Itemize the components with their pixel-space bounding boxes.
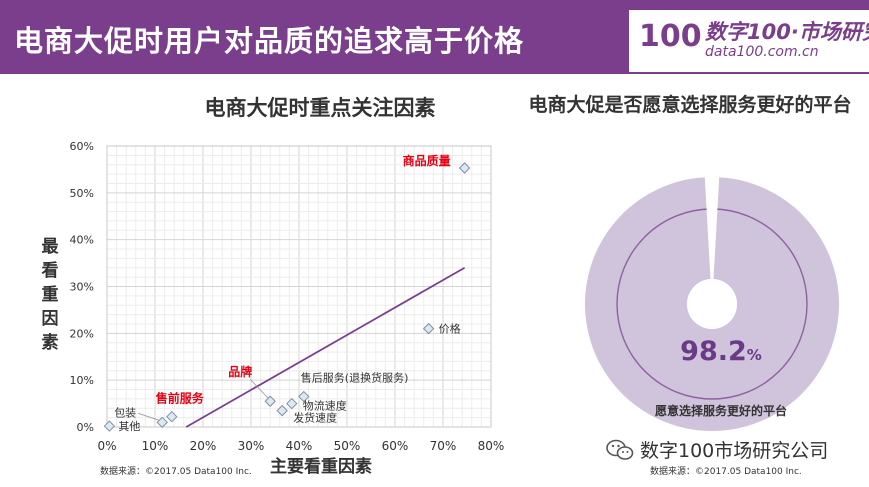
scatter-x-axis-label: 主要看重因素 bbox=[270, 457, 372, 477]
wechat-icon bbox=[606, 439, 634, 460]
scatter-point bbox=[166, 410, 178, 423]
donut-source-note: 数据来源：©2017.05 Data100 Inc. bbox=[650, 467, 802, 477]
donut-slice-label: 愿意选择服务更好的平台 bbox=[654, 404, 787, 418]
y-tick-label: 60% bbox=[70, 140, 94, 153]
scatter-chart-title: 电商大促时重点关注因素 bbox=[204, 96, 436, 120]
y-tick-label: 30% bbox=[70, 281, 94, 294]
donut-chart-title: 电商大促是否愿意选择服务更好的平台 bbox=[528, 94, 852, 116]
point-label: 物流速度 bbox=[303, 399, 347, 413]
x-tick-label: 60% bbox=[382, 439, 409, 453]
point-label: 价格 bbox=[439, 322, 461, 336]
point-label: 品牌 bbox=[228, 364, 252, 379]
point-label: 发货速度 bbox=[293, 411, 337, 425]
header-bar: 电商大促时用户对品质的追求高于价格 100 数字100·市场研究 data100… bbox=[0, 0, 869, 74]
point-label: 包装 bbox=[114, 406, 136, 419]
scatter-point bbox=[264, 395, 276, 407]
page-title: 电商大促时用户对品质的追求高于价格 bbox=[14, 24, 525, 58]
y-tick-label: 50% bbox=[70, 187, 94, 200]
x-tick-label: 20% bbox=[190, 439, 217, 453]
scatter-y-axis-label: 最看重因素 bbox=[41, 237, 59, 353]
x-tick-label: 10% bbox=[142, 439, 169, 453]
scatter-grid bbox=[106, 145, 492, 428]
scatter-source-note: 数据来源：©2017.05 Data100 Inc. bbox=[100, 467, 252, 477]
logo-mark-text: 100 bbox=[639, 19, 702, 52]
y-tick-label: 20% bbox=[70, 327, 94, 340]
point-label: 售前服务 bbox=[156, 391, 205, 406]
x-tick-label: 30% bbox=[238, 439, 265, 453]
scatter-point bbox=[276, 404, 288, 417]
logo-mark-icon: 100 bbox=[639, 19, 702, 52]
y-tick-label: 40% bbox=[70, 234, 94, 247]
wechat-account-name: 数字100市场研究公司 bbox=[640, 440, 829, 462]
brand-logo: 100 数字100·市场研究 data100.com.cn bbox=[629, 10, 869, 72]
point-label: 售后服务(退换货服务) bbox=[301, 371, 409, 385]
donut-slice-main bbox=[584, 177, 839, 431]
y-tick-label: 0% bbox=[77, 421, 94, 434]
label-leader-line bbox=[138, 412, 160, 421]
x-tick-label: 50% bbox=[334, 439, 361, 453]
point-label: 商品质量 bbox=[403, 153, 451, 168]
scatter-point bbox=[156, 416, 168, 429]
wechat-account: 数字100市场研究公司 bbox=[606, 436, 828, 463]
scatter-plot-frame bbox=[106, 145, 492, 428]
donut-slice-remainder bbox=[704, 175, 720, 281]
y-tick-label: 10% bbox=[70, 374, 94, 387]
scatter-point bbox=[458, 162, 471, 174]
label-leader-line bbox=[249, 378, 269, 399]
donut-hole bbox=[687, 279, 737, 329]
scatter-point bbox=[422, 322, 435, 335]
logo-url: data100.com.cn bbox=[705, 44, 819, 60]
x-tick-label: 70% bbox=[430, 439, 457, 453]
x-tick-label: 40% bbox=[286, 439, 313, 453]
donut-center-value: 98.2% bbox=[651, 336, 791, 367]
trend-line bbox=[185, 266, 466, 428]
donut-value-number: 98.2 bbox=[680, 336, 747, 367]
x-tick-label: 0% bbox=[97, 439, 116, 453]
scatter-point bbox=[286, 397, 298, 410]
scatter-point bbox=[298, 390, 310, 403]
x-tick-label: 80% bbox=[478, 439, 505, 453]
point-label: 其他 bbox=[118, 420, 140, 433]
donut-value-unit: % bbox=[746, 346, 762, 364]
logo-name: 数字100·市场研究 bbox=[705, 20, 869, 44]
scatter-point bbox=[103, 420, 116, 432]
